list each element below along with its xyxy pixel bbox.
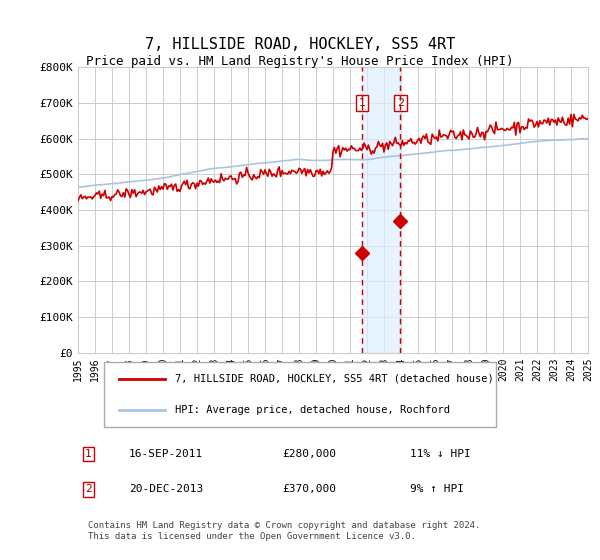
Text: 11% ↓ HPI: 11% ↓ HPI	[409, 449, 470, 459]
Text: Contains HM Land Registry data © Crown copyright and database right 2024.
This d: Contains HM Land Registry data © Crown c…	[88, 521, 481, 540]
Text: 1: 1	[85, 449, 92, 459]
Text: Price paid vs. HM Land Registry's House Price Index (HPI): Price paid vs. HM Land Registry's House …	[86, 55, 514, 68]
Text: 1: 1	[359, 98, 365, 108]
Text: 2: 2	[397, 98, 404, 108]
Text: 9% ↑ HPI: 9% ↑ HPI	[409, 484, 464, 494]
Text: HPI: Average price, detached house, Rochford: HPI: Average price, detached house, Roch…	[175, 405, 450, 415]
Text: 2: 2	[85, 484, 92, 494]
Text: 20-DEC-2013: 20-DEC-2013	[129, 484, 203, 494]
Text: £280,000: £280,000	[282, 449, 336, 459]
Text: £370,000: £370,000	[282, 484, 336, 494]
Bar	[362, 67, 400, 353]
Text: 16-SEP-2011: 16-SEP-2011	[129, 449, 203, 459]
Text: 7, HILLSIDE ROAD, HOCKLEY, SS5 4RT (detached house): 7, HILLSIDE ROAD, HOCKLEY, SS5 4RT (deta…	[175, 374, 494, 384]
Text: 7, HILLSIDE ROAD, HOCKLEY, SS5 4RT: 7, HILLSIDE ROAD, HOCKLEY, SS5 4RT	[145, 38, 455, 52]
FancyBboxPatch shape	[104, 362, 496, 427]
